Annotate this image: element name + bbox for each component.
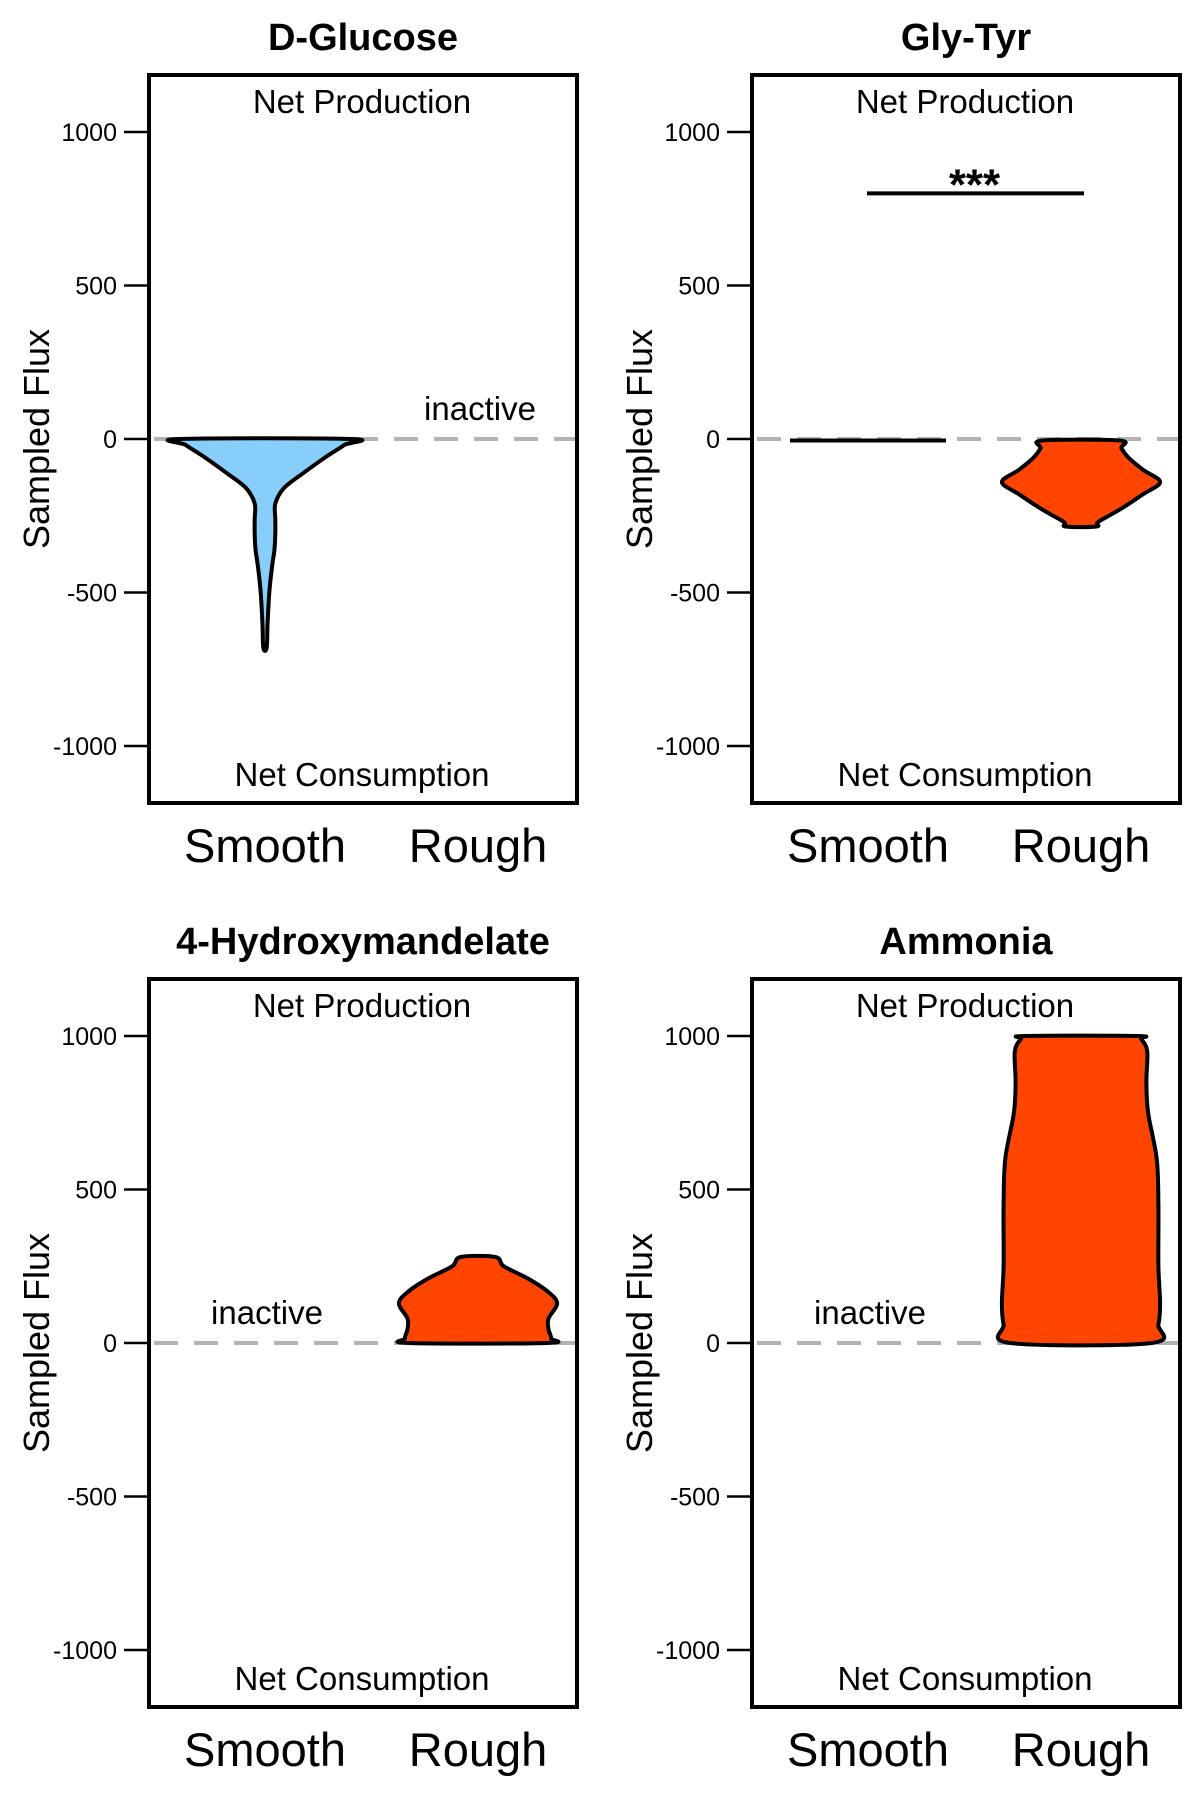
plot-frame bbox=[147, 977, 579, 1709]
y-tick-label: 1000 bbox=[664, 1023, 720, 1051]
chart-title: 4-Hydroxymandelate bbox=[176, 921, 550, 963]
net-consumption-label: Net Consumption bbox=[235, 756, 490, 793]
chart-title: Ammonia bbox=[879, 921, 1053, 963]
net-production-label: Net Production bbox=[253, 987, 471, 1024]
y-tick-label: 1000 bbox=[61, 1023, 117, 1051]
inactive-label: inactive bbox=[424, 390, 536, 427]
y-tick-label: 500 bbox=[75, 273, 117, 301]
x-tick-label-rough: Rough bbox=[1012, 1723, 1151, 1776]
y-tick-label: -500 bbox=[67, 580, 117, 608]
plot-frame bbox=[750, 73, 1182, 805]
chart-panel-4: Ammonia Sampled Flux 1000 500 0 -500 -1000 inac… bbox=[619, 921, 1190, 1776]
y-tick-label: 500 bbox=[678, 273, 720, 301]
chart-panel-2: Gly-Tyr Sampled Flux 1000 500 0 -500 -1000 *** N… bbox=[619, 17, 1190, 872]
x-tick-label-smooth: Smooth bbox=[184, 819, 346, 872]
y-axis-label: Sampled Flux bbox=[16, 329, 57, 549]
x-tick-label-rough: Rough bbox=[409, 819, 548, 872]
chart-panel-1: D-Glucose Sampled Flux 1000 500 0 -500 -1000 in… bbox=[16, 17, 587, 872]
y-tick-label: 0 bbox=[706, 426, 720, 454]
violin-smooth bbox=[165, 436, 365, 653]
net-production-label: Net Production bbox=[856, 987, 1074, 1024]
net-consumption-label: Net Consumption bbox=[235, 1660, 490, 1697]
net-consumption-label: Net Consumption bbox=[838, 756, 1093, 793]
y-tick-label: -500 bbox=[670, 580, 720, 608]
net-production-label: Net Production bbox=[856, 83, 1074, 120]
violin-rough bbox=[995, 1033, 1167, 1348]
y-tick-label: 0 bbox=[103, 1330, 117, 1358]
violin-rough bbox=[395, 1253, 561, 1346]
x-tick-label-smooth: Smooth bbox=[787, 819, 949, 872]
y-axis-label: Sampled Flux bbox=[619, 329, 660, 549]
net-production-label: Net Production bbox=[253, 83, 471, 120]
y-tick-label: -1000 bbox=[53, 1637, 117, 1665]
chart-panel-3: 4-Hydroxymandelate Sampled Flux 1000 500 0 -5… bbox=[16, 921, 587, 1776]
y-tick-label: -1000 bbox=[656, 733, 720, 761]
chart-title: Gly-Tyr bbox=[901, 17, 1031, 59]
y-axis-label: Sampled Flux bbox=[619, 1233, 660, 1453]
y-tick-label: -1000 bbox=[656, 1637, 720, 1665]
inactive-label: inactive bbox=[814, 1294, 926, 1331]
y-tick-label: -500 bbox=[67, 1484, 117, 1512]
y-tick-label: -1000 bbox=[53, 733, 117, 761]
y-tick-label: 0 bbox=[706, 1330, 720, 1358]
violin-rough bbox=[999, 437, 1163, 530]
y-tick-label: 0 bbox=[103, 426, 117, 454]
y-tick-label: 1000 bbox=[664, 119, 720, 147]
plot-frame bbox=[750, 977, 1182, 1709]
inactive-label: inactive bbox=[211, 1294, 323, 1331]
x-tick-label-rough: Rough bbox=[409, 1723, 548, 1776]
y-tick-label: 1000 bbox=[61, 119, 117, 147]
significance-marker: *** bbox=[949, 160, 1001, 209]
net-consumption-label: Net Consumption bbox=[838, 1660, 1093, 1697]
y-axis-label: Sampled Flux bbox=[16, 1233, 57, 1453]
x-tick-label-smooth: Smooth bbox=[787, 1723, 949, 1776]
y-tick-label: -500 bbox=[670, 1484, 720, 1512]
chart-title: D-Glucose bbox=[268, 17, 458, 59]
x-tick-label-rough: Rough bbox=[1012, 819, 1151, 872]
y-tick-label: 500 bbox=[678, 1177, 720, 1205]
x-tick-label-smooth: Smooth bbox=[184, 1723, 346, 1776]
plot-frame bbox=[147, 73, 579, 805]
y-tick-label: 500 bbox=[75, 1177, 117, 1205]
